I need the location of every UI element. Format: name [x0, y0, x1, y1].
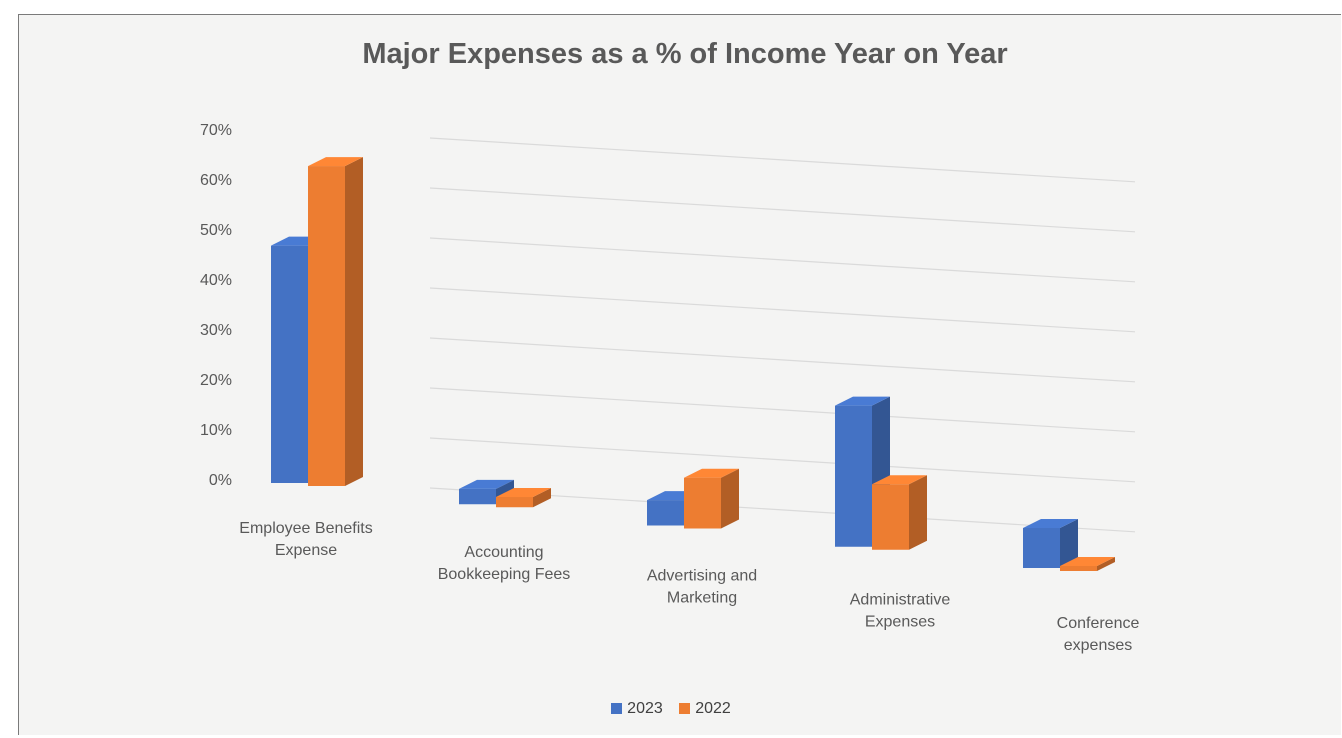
bar-top — [1060, 557, 1115, 566]
x-axis: Employee Benefits Expense Accounting Bookke… — [239, 520, 1139, 654]
bar-front — [835, 405, 872, 547]
legend-swatch-2023 — [611, 703, 623, 714]
bar-2022-3 — [872, 475, 927, 550]
y-tick-label: 60% — [200, 172, 232, 189]
x-tick-line: Marketing — [667, 590, 737, 607]
bars — [271, 157, 1115, 571]
chart-area — [18, 14, 1341, 735]
legend-label-2022: 2022 — [695, 700, 731, 717]
bar-2022-0 — [308, 157, 363, 486]
bar-front — [496, 497, 533, 508]
gridline — [429, 337, 1136, 383]
bar-2022-4 — [1060, 557, 1115, 571]
legend-swatch-2022 — [679, 703, 691, 714]
x-tick-line: Bookkeeping Fees — [438, 566, 571, 583]
gridline — [429, 387, 1136, 433]
y-tick-label: 30% — [200, 322, 232, 339]
bar-front — [647, 500, 684, 526]
bar-top — [872, 475, 927, 485]
bar-2023-4 — [1023, 519, 1078, 568]
bar-side — [721, 468, 739, 529]
bar-top — [1023, 519, 1078, 528]
y-tick-label: 70% — [200, 122, 232, 139]
bar-top — [459, 479, 514, 489]
bar-top — [308, 157, 363, 167]
bar-top — [684, 468, 739, 478]
x-tick-label: Accounting Bookkeeping Fees — [438, 544, 571, 583]
bar-front — [872, 484, 909, 550]
bar-2022-1 — [496, 488, 551, 508]
bar-front — [308, 166, 345, 486]
bar-side — [533, 488, 551, 508]
bar-front — [684, 477, 721, 529]
bar-front — [271, 245, 308, 483]
bar-side — [1060, 519, 1078, 568]
gridline — [429, 287, 1136, 333]
gridline — [429, 237, 1136, 283]
bar-top — [835, 396, 890, 406]
gridline — [429, 187, 1136, 233]
bar-side — [909, 475, 927, 550]
bar-side — [345, 157, 363, 486]
x-tick-line: Expense — [275, 542, 337, 559]
y-tick-label: 10% — [200, 422, 232, 439]
y-tick-label: 0% — [209, 472, 232, 489]
bar-2022-2 — [684, 468, 739, 529]
bar-front — [1060, 566, 1097, 571]
y-tick-label: 20% — [200, 372, 232, 389]
x-tick-line: Administrative — [850, 591, 951, 608]
bar-side — [1097, 557, 1115, 571]
x-tick-line: Conference — [1057, 615, 1140, 632]
legend-label-2023: 2023 — [627, 700, 663, 717]
x-tick-label: Advertising and Marketing — [647, 568, 757, 607]
x-tick-line: Expenses — [865, 613, 935, 630]
x-tick-label: Administrative Expenses — [850, 591, 951, 630]
legend-item-2023: 2023 — [611, 700, 663, 718]
x-tick-label: Employee Benefits Expense — [239, 520, 372, 559]
gridline — [429, 137, 1136, 183]
x-tick-line: Employee Benefits — [239, 520, 372, 537]
chart-title: Major Expenses as a % of Income Year on … — [362, 38, 1008, 70]
y-tick-label: 40% — [200, 272, 232, 289]
y-axis: 0% 10% 20% 30% 40% 50% 60% 70% — [200, 122, 232, 489]
legend-item-2022: 2022 — [679, 700, 731, 718]
y-tick-label: 50% — [200, 222, 232, 239]
bar-front — [459, 488, 496, 505]
bar-front — [1023, 528, 1060, 568]
bar-top — [496, 488, 551, 498]
gridlines — [429, 137, 1136, 533]
legend: 2023 2022 — [0, 700, 1342, 718]
gridline — [429, 437, 1136, 483]
x-tick-label: Conference expenses — [1057, 615, 1140, 654]
x-tick-line: expenses — [1064, 637, 1133, 654]
x-tick-line: Accounting — [464, 544, 543, 561]
x-tick-line: Advertising and — [647, 568, 757, 585]
